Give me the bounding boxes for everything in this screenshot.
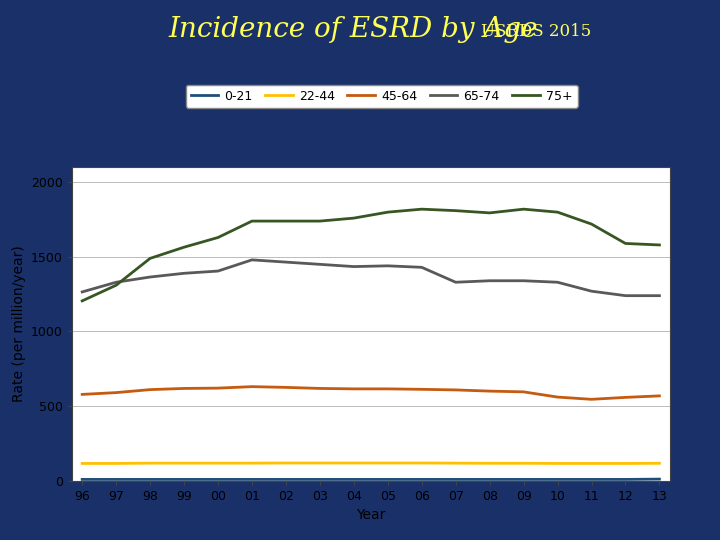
22-44 [145,460,154,467]
65-74 [214,268,222,274]
45-64 [588,396,596,402]
45-64 [315,385,324,392]
0-21 [519,476,528,483]
Legend: 0-21, 22-44, 45-64, 65-74, 75+: 0-21, 22-44, 45-64, 65-74, 75+ [186,85,577,107]
0-21 [588,476,596,483]
75+ [214,234,222,241]
75+ [349,215,358,221]
75+ [180,244,189,251]
65-74 [384,262,392,269]
65-74 [519,278,528,284]
45-64 [112,389,120,396]
0-21 [214,476,222,483]
75+ [588,221,596,227]
0-21 [553,476,562,483]
75+ [145,255,154,261]
0-21 [384,476,392,483]
65-74 [588,288,596,294]
22-44 [349,460,358,466]
45-64 [451,387,460,393]
45-64 [553,394,562,400]
75+ [418,206,426,212]
0-21 [180,476,189,483]
22-44 [519,460,528,467]
0-21 [282,476,290,483]
65-74 [485,278,494,284]
65-74 [248,256,256,263]
65-74 [282,259,290,265]
0-21 [349,476,358,483]
45-64 [214,385,222,392]
45-64 [655,393,664,399]
0-21 [418,476,426,483]
75+ [451,207,460,214]
75+ [248,218,256,224]
75+ [315,218,324,224]
45-64 [485,388,494,394]
65-74 [451,279,460,286]
65-74 [315,261,324,268]
65-74 [418,264,426,271]
22-44 [655,460,664,467]
45-64 [180,385,189,392]
75+ [282,218,290,224]
45-64 [519,389,528,395]
0-21 [315,476,324,483]
22-44 [451,460,460,467]
75+ [384,209,392,215]
22-44 [621,460,630,467]
0-21 [112,476,120,483]
22-44 [588,460,596,467]
45-64 [621,394,630,401]
45-64 [145,387,154,393]
45-64 [248,383,256,390]
45-64 [349,386,358,392]
0-21 [621,476,630,483]
45-64 [282,384,290,390]
0-21 [451,476,460,483]
22-44 [112,460,120,467]
0-21 [145,476,154,483]
Text: USRDS 2015: USRDS 2015 [481,23,592,40]
22-44 [485,460,494,467]
22-44 [214,460,222,467]
65-74 [145,274,154,280]
0-21 [248,476,256,483]
0-21 [485,476,494,483]
45-64 [78,391,86,397]
22-44 [180,460,189,467]
0-21 [655,476,664,482]
65-74 [180,270,189,276]
65-74 [349,264,358,270]
45-64 [418,386,426,393]
65-74 [112,279,120,286]
Line: 75+: 75+ [82,209,660,301]
65-74 [655,293,664,299]
75+ [112,282,120,288]
Line: 65-74: 65-74 [82,260,660,296]
22-44 [384,460,392,466]
75+ [519,206,528,212]
75+ [621,240,630,247]
65-74 [553,279,562,286]
22-44 [282,460,290,466]
45-64 [384,386,392,392]
75+ [553,209,562,215]
75+ [485,210,494,216]
22-44 [315,460,324,466]
75+ [655,242,664,248]
Line: 45-64: 45-64 [82,387,660,399]
75+ [78,298,86,304]
0-21 [78,476,86,483]
22-44 [78,460,86,467]
22-44 [418,460,426,466]
22-44 [248,460,256,467]
X-axis label: Year: Year [356,508,385,522]
Y-axis label: Rate (per million/year): Rate (per million/year) [12,246,25,402]
65-74 [78,289,86,295]
Text: Incidence of ESRD by Age: Incidence of ESRD by Age [168,16,538,43]
65-74 [621,293,630,299]
22-44 [553,460,562,467]
